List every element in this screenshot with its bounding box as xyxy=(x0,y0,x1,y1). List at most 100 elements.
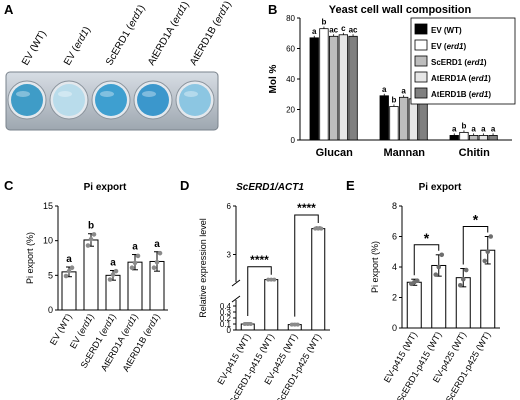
y-tick-label: 40 xyxy=(286,75,295,84)
significance-letter: a xyxy=(401,86,406,95)
well-highlight xyxy=(16,91,30,97)
significance-bracket xyxy=(462,226,489,265)
data-point xyxy=(292,322,297,327)
chart-d-title: ScERD1/ACT1 xyxy=(236,182,304,193)
x-tick-label: ScERD1-p425 (WT) xyxy=(444,330,493,400)
data-point xyxy=(316,226,321,231)
legend-swatch xyxy=(414,55,428,67)
legend-box xyxy=(410,17,516,105)
legend-entry: ScERD1 (erd1) xyxy=(431,58,487,67)
data-point xyxy=(66,268,72,274)
y-tick-label: 5 xyxy=(48,270,53,280)
well-highlight xyxy=(142,91,156,97)
y-tick-label: 6 xyxy=(392,232,397,242)
y-tick-label: 8 xyxy=(392,201,397,211)
data-point xyxy=(266,277,271,282)
significance-letter: a xyxy=(481,124,486,133)
significance-label: * xyxy=(473,212,479,228)
well xyxy=(53,84,85,116)
y-tick-label: 0 xyxy=(392,323,397,333)
significance-letter: a xyxy=(110,257,116,268)
legend-swatch xyxy=(414,87,428,99)
significance-letter: a xyxy=(491,124,496,133)
well xyxy=(95,84,127,116)
data-point xyxy=(157,250,163,256)
y-tick-label: 0.4 xyxy=(220,302,232,311)
significance-letter: b xyxy=(322,18,327,27)
significance-bracket xyxy=(413,244,440,276)
data-point xyxy=(319,226,324,231)
panel-a-label: A xyxy=(4,2,14,17)
axis-break-mark xyxy=(231,295,241,303)
significance-letter: a xyxy=(312,27,317,36)
significance-letter: b xyxy=(392,95,397,104)
y-tick-label: 0 xyxy=(227,326,232,335)
panel-d-label: D xyxy=(180,178,190,193)
y-tick-label: 60 xyxy=(286,45,295,54)
data-point xyxy=(113,268,119,274)
data-point xyxy=(272,277,277,282)
significance-letter: a xyxy=(132,242,138,253)
data-point xyxy=(132,260,138,266)
y-tick-label: 0.3 xyxy=(220,308,232,317)
chart-b-title: Yeast cell wall composition xyxy=(328,4,472,16)
legend-entry: AtERD1A (erd1) xyxy=(431,74,491,83)
data-point xyxy=(248,322,253,326)
x-tick-label: Chitin xyxy=(459,147,490,159)
panel-c-label: C xyxy=(4,178,14,193)
y-axis-label: Pi export (%) xyxy=(370,241,380,293)
data-point xyxy=(88,236,94,242)
y-tick-label: 0.2 xyxy=(220,314,232,323)
data-point xyxy=(313,226,318,231)
data-point xyxy=(135,253,141,259)
significance-letter: a xyxy=(471,124,476,133)
legend-entry: AtERD1B (erd1) xyxy=(431,90,491,99)
significance-letter: a xyxy=(66,254,72,265)
data-point xyxy=(485,249,491,255)
well-highlight xyxy=(184,91,198,97)
data-point xyxy=(242,322,247,326)
data-point xyxy=(91,232,97,237)
data-point xyxy=(488,234,494,239)
significance-letter: b xyxy=(462,121,467,130)
y-axis-label: Mol % xyxy=(268,64,279,93)
data-point xyxy=(436,264,442,270)
well xyxy=(179,84,211,116)
data-point xyxy=(460,276,466,282)
y-tick-label: 3 xyxy=(227,251,232,260)
data-point xyxy=(110,272,116,277)
y-axis-label: Pi export (%) xyxy=(25,232,35,284)
data-point xyxy=(289,322,294,327)
data-point xyxy=(414,278,420,284)
y-tick-label: 4 xyxy=(392,262,397,272)
panel-e-label: E xyxy=(346,178,355,193)
y-tick-label: 15 xyxy=(43,201,53,211)
significance-letter: ac xyxy=(349,25,358,34)
data-point xyxy=(433,272,439,277)
well-highlight xyxy=(58,91,72,97)
y-tick-label: 0.1 xyxy=(220,320,232,329)
y-tick-label: 80 xyxy=(286,14,295,23)
x-tick-label: Mannan xyxy=(383,147,425,159)
well-highlight xyxy=(100,91,114,97)
y-tick-label: 20 xyxy=(286,106,295,115)
data-point xyxy=(245,322,250,326)
data-point xyxy=(129,265,135,271)
well xyxy=(11,84,43,116)
significance-label: * xyxy=(424,230,430,246)
data-point xyxy=(482,258,488,264)
data-point xyxy=(295,322,300,327)
significance-letter: c xyxy=(341,24,346,33)
data-point xyxy=(85,243,91,248)
x-tick-label: ScERD1-p415 (WT) xyxy=(395,330,444,400)
legend-entry: EV (WT) xyxy=(431,26,462,35)
data-point xyxy=(457,283,463,288)
significance-letter: ac xyxy=(329,25,338,34)
y-tick-label: 0 xyxy=(291,136,296,145)
significance-label: **** xyxy=(250,253,269,267)
y-tick-label: 6 xyxy=(227,202,232,211)
